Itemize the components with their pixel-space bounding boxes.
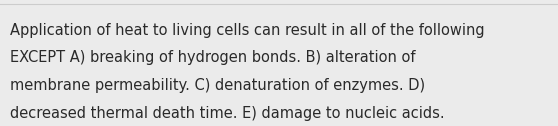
Text: EXCEPT A) breaking of hydrogen bonds. B) alteration of: EXCEPT A) breaking of hydrogen bonds. B)… (10, 50, 416, 65)
Text: membrane permeability. C) denaturation of enzymes. D): membrane permeability. C) denaturation o… (10, 78, 425, 93)
Text: decreased thermal death time. E) damage to nucleic acids.: decreased thermal death time. E) damage … (10, 106, 445, 121)
Text: Application of heat to living cells can result in all of the following: Application of heat to living cells can … (10, 23, 485, 38)
